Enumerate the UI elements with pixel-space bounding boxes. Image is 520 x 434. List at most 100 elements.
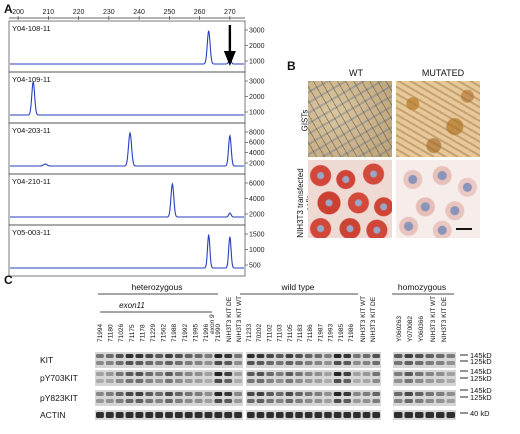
blot-strip	[393, 352, 456, 368]
panel-b-col-wt: WT	[349, 68, 363, 78]
blot-band	[415, 372, 424, 376]
blot-band	[415, 379, 424, 383]
blot-band	[165, 354, 173, 358]
lane-label: 71229	[150, 324, 157, 342]
blot-band	[415, 392, 424, 396]
blot-band	[415, 354, 424, 358]
blot-band	[174, 372, 183, 376]
panel-b-col-mutated: MUTATED	[421, 68, 465, 78]
mw-marker-label: 40 kD	[470, 409, 490, 418]
blot-band	[372, 412, 380, 418]
blot-band	[415, 412, 424, 418]
lane-label: 71105	[287, 324, 294, 342]
blot-band	[404, 379, 413, 383]
blot-band	[204, 399, 213, 403]
trace-y-tick-label: 1500	[249, 231, 265, 238]
trace-y-tick-label: 4000	[249, 150, 265, 157]
blot-band	[295, 354, 303, 358]
blot-band	[285, 399, 294, 403]
blot-band	[436, 379, 445, 383]
blot-band	[275, 392, 284, 396]
blot-band	[184, 399, 193, 403]
blot-band	[256, 399, 265, 403]
blot-band	[314, 372, 323, 376]
blot-band	[165, 412, 173, 418]
blot-band	[425, 399, 434, 403]
blot-band	[214, 379, 223, 383]
blot-band	[266, 354, 274, 358]
blot-band	[285, 412, 294, 418]
blot-band	[256, 379, 265, 383]
blot-band	[204, 372, 213, 376]
blot-band	[256, 392, 265, 396]
trace-line	[10, 182, 244, 218]
blot-band	[362, 412, 371, 418]
blot-band	[362, 379, 371, 383]
blot-band	[333, 392, 342, 396]
blot-row-label-kit: KIT	[40, 355, 53, 365]
blot-band	[155, 392, 164, 396]
blot-band	[184, 354, 193, 358]
axis-a-tick-label: 240	[133, 9, 145, 16]
blot-band	[446, 372, 455, 376]
blot-band	[295, 372, 303, 376]
blot-band	[394, 361, 403, 365]
blot-band	[394, 399, 403, 403]
blot-band	[174, 361, 183, 365]
blot-band	[446, 361, 455, 365]
trace-line	[10, 233, 244, 269]
blot-band	[295, 392, 303, 396]
blot-band	[285, 379, 294, 383]
blot-band	[353, 361, 361, 365]
blot-band	[404, 372, 413, 376]
blot-band	[285, 361, 294, 365]
lane-label: Y060263	[396, 316, 403, 342]
blot-band	[436, 412, 445, 418]
blot-band	[247, 372, 255, 376]
blot-band	[184, 361, 193, 365]
blot-band	[404, 361, 413, 365]
blot-band	[446, 354, 455, 358]
blot-band	[446, 399, 455, 403]
blot-band	[285, 354, 294, 358]
trace-y-tick-label: 4000	[249, 196, 265, 203]
blot-band	[275, 412, 284, 418]
blot-band	[324, 372, 332, 376]
blot-band	[275, 379, 284, 383]
blot-band	[256, 361, 265, 365]
lane-label: NIH3T3 KIT WT	[236, 296, 243, 342]
blot-band	[96, 354, 104, 358]
blot-band	[135, 399, 144, 403]
lane-label: 70202	[256, 324, 263, 342]
blot-band	[304, 412, 313, 418]
blot-band	[256, 372, 265, 376]
micrograph-nih3t3-mutated	[396, 160, 480, 238]
blot-band	[204, 412, 213, 418]
blot-row-label-py823kit: pY823KIT	[40, 393, 78, 403]
blot-band	[295, 412, 303, 418]
blot-band	[145, 379, 154, 383]
lane-label: 71178	[139, 324, 146, 342]
blot-strip	[246, 352, 381, 368]
axis-a-tick-label: 210	[42, 9, 54, 16]
trace-sample-label: Y05-003-11	[12, 228, 51, 237]
lane-label: 71994	[97, 324, 104, 342]
blot-band	[247, 399, 255, 403]
blot-band	[353, 392, 361, 396]
blot-band	[145, 412, 154, 418]
blot-band	[105, 412, 114, 418]
lane-label: 71996	[203, 324, 210, 342]
trace-y-tick-label: 500	[249, 262, 261, 269]
panel-a-letter: A	[4, 2, 13, 16]
blot-band	[275, 372, 284, 376]
blot-band	[234, 361, 242, 365]
blot-band	[224, 361, 233, 365]
blot-band	[425, 354, 434, 358]
scale-bar	[456, 228, 472, 230]
blot-band	[266, 412, 274, 418]
trace-sample-label: Y04-109-11	[12, 75, 51, 84]
blot-band	[404, 354, 413, 358]
blot-band	[165, 379, 173, 383]
blot-band	[266, 379, 274, 383]
